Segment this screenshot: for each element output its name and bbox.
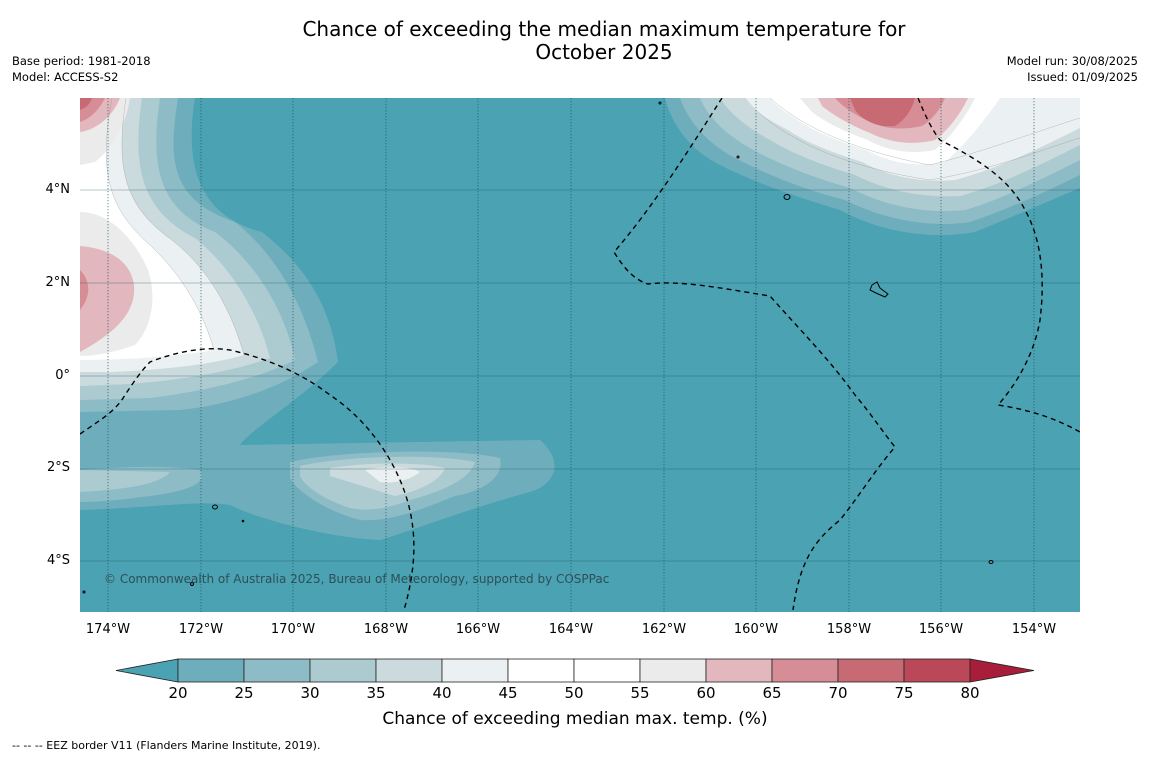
colorbar-cell [507,658,575,683]
colorbar-cell [837,658,905,683]
colorbar-cell [705,658,773,683]
islands [82,101,994,594]
lon-label-166w: 166°W [455,622,501,637]
cb-tick-55: 55 [630,684,650,702]
contour-band-30 [80,98,501,521]
lat-label-2n: 2°N [45,275,71,290]
cb-tick-40: 40 [432,684,452,702]
lon-label-172w: 172°W [178,622,224,637]
lon-label-160w: 160°W [733,622,779,637]
contour-band-ne-75 [850,98,915,127]
island-small-6 [658,101,662,105]
cb-tick-80: 80 [960,684,980,702]
island-teraina [783,194,791,200]
lon-label-156w: 156°W [918,622,964,637]
cb-tick-70: 70 [828,684,848,702]
lon-label-162w: 162°W [641,622,687,637]
lon-label-158w: 158°W [826,622,872,637]
colorbar-cell [639,658,707,683]
graticule [80,98,1080,612]
cb-tick-50: 50 [564,684,584,702]
colorbar-extend-high [969,658,1035,683]
island-small-4 [190,582,194,586]
colorbar-label: Chance of exceeding median max. temp. (%… [382,709,768,729]
eez-border-east [917,98,1080,433]
model-name: Model: ACCESS-S2 [12,70,119,84]
island-small-2 [988,560,994,564]
colorbar-cell [771,658,839,683]
colorbar-cell [573,658,641,683]
colorbar-cell [903,658,971,683]
lon-label-168w: 168°W [363,622,409,637]
island-small-7 [82,590,86,594]
cb-tick-75: 75 [894,684,914,702]
colorbar-cell [309,658,377,683]
lon-label-164w: 164°W [548,622,594,637]
contour-lines [106,98,1080,356]
copyright-notice: © Commonwealth of Australia 2025, Bureau… [104,572,610,586]
contour-band-75 [80,98,92,110]
cb-tick-45: 45 [498,684,518,702]
title-line-1: Chance of exceeding the median maximum t… [302,17,906,41]
eez-borders [80,98,1080,611]
colorbar-cell [177,658,245,683]
island-small-1 [212,504,218,510]
title-line-2: October 2025 [535,40,673,64]
eez-footnote: -- -- -- EEZ border V11 (Flanders Marine… [12,739,321,752]
eez-border-tokelau [80,348,415,611]
island-small-5 [736,155,740,159]
lat-label-0: 0° [55,368,70,383]
cb-tick-60: 60 [696,684,716,702]
island-small-3 [241,519,245,523]
issued-date: Issued: 01/09/2025 [1027,70,1138,84]
lon-label-170w: 170°W [270,622,316,637]
colorbar-extend-low [115,658,179,683]
contour-band-65 [80,98,135,352]
island-kiritimati [869,281,889,298]
colorbar-cell [243,658,311,683]
colorbar-cell [375,658,443,683]
cb-tick-65: 65 [762,684,782,702]
colorbar-cells [115,658,1035,683]
cb-tick-20: 20 [168,684,188,702]
cb-tick-25: 25 [234,684,254,702]
cb-tick-30: 30 [300,684,320,702]
meta-left: Base period: 1981-2018 Model: ACCESS-S2 [12,53,151,85]
colorbar-cell [441,658,509,683]
lon-label-154w: 154°W [1011,622,1057,637]
cb-tick-35: 35 [366,684,386,702]
lat-label-4n: 4°N [45,182,71,197]
base-period: Base period: 1981-2018 [12,54,151,68]
model-run: Model run: 30/08/2025 [1006,54,1138,68]
lon-label-174w: 174°W [85,622,131,637]
map-title: Chance of exceeding the median maximum t… [200,18,1008,64]
meta-right: Model run: 30/08/2025 Issued: 01/09/2025 [1007,53,1138,85]
lat-label-2s: 2°S [46,460,70,475]
contour-band-70 [80,98,105,310]
map-field [80,98,1080,612]
lat-label-4s: 4°S [46,553,70,568]
